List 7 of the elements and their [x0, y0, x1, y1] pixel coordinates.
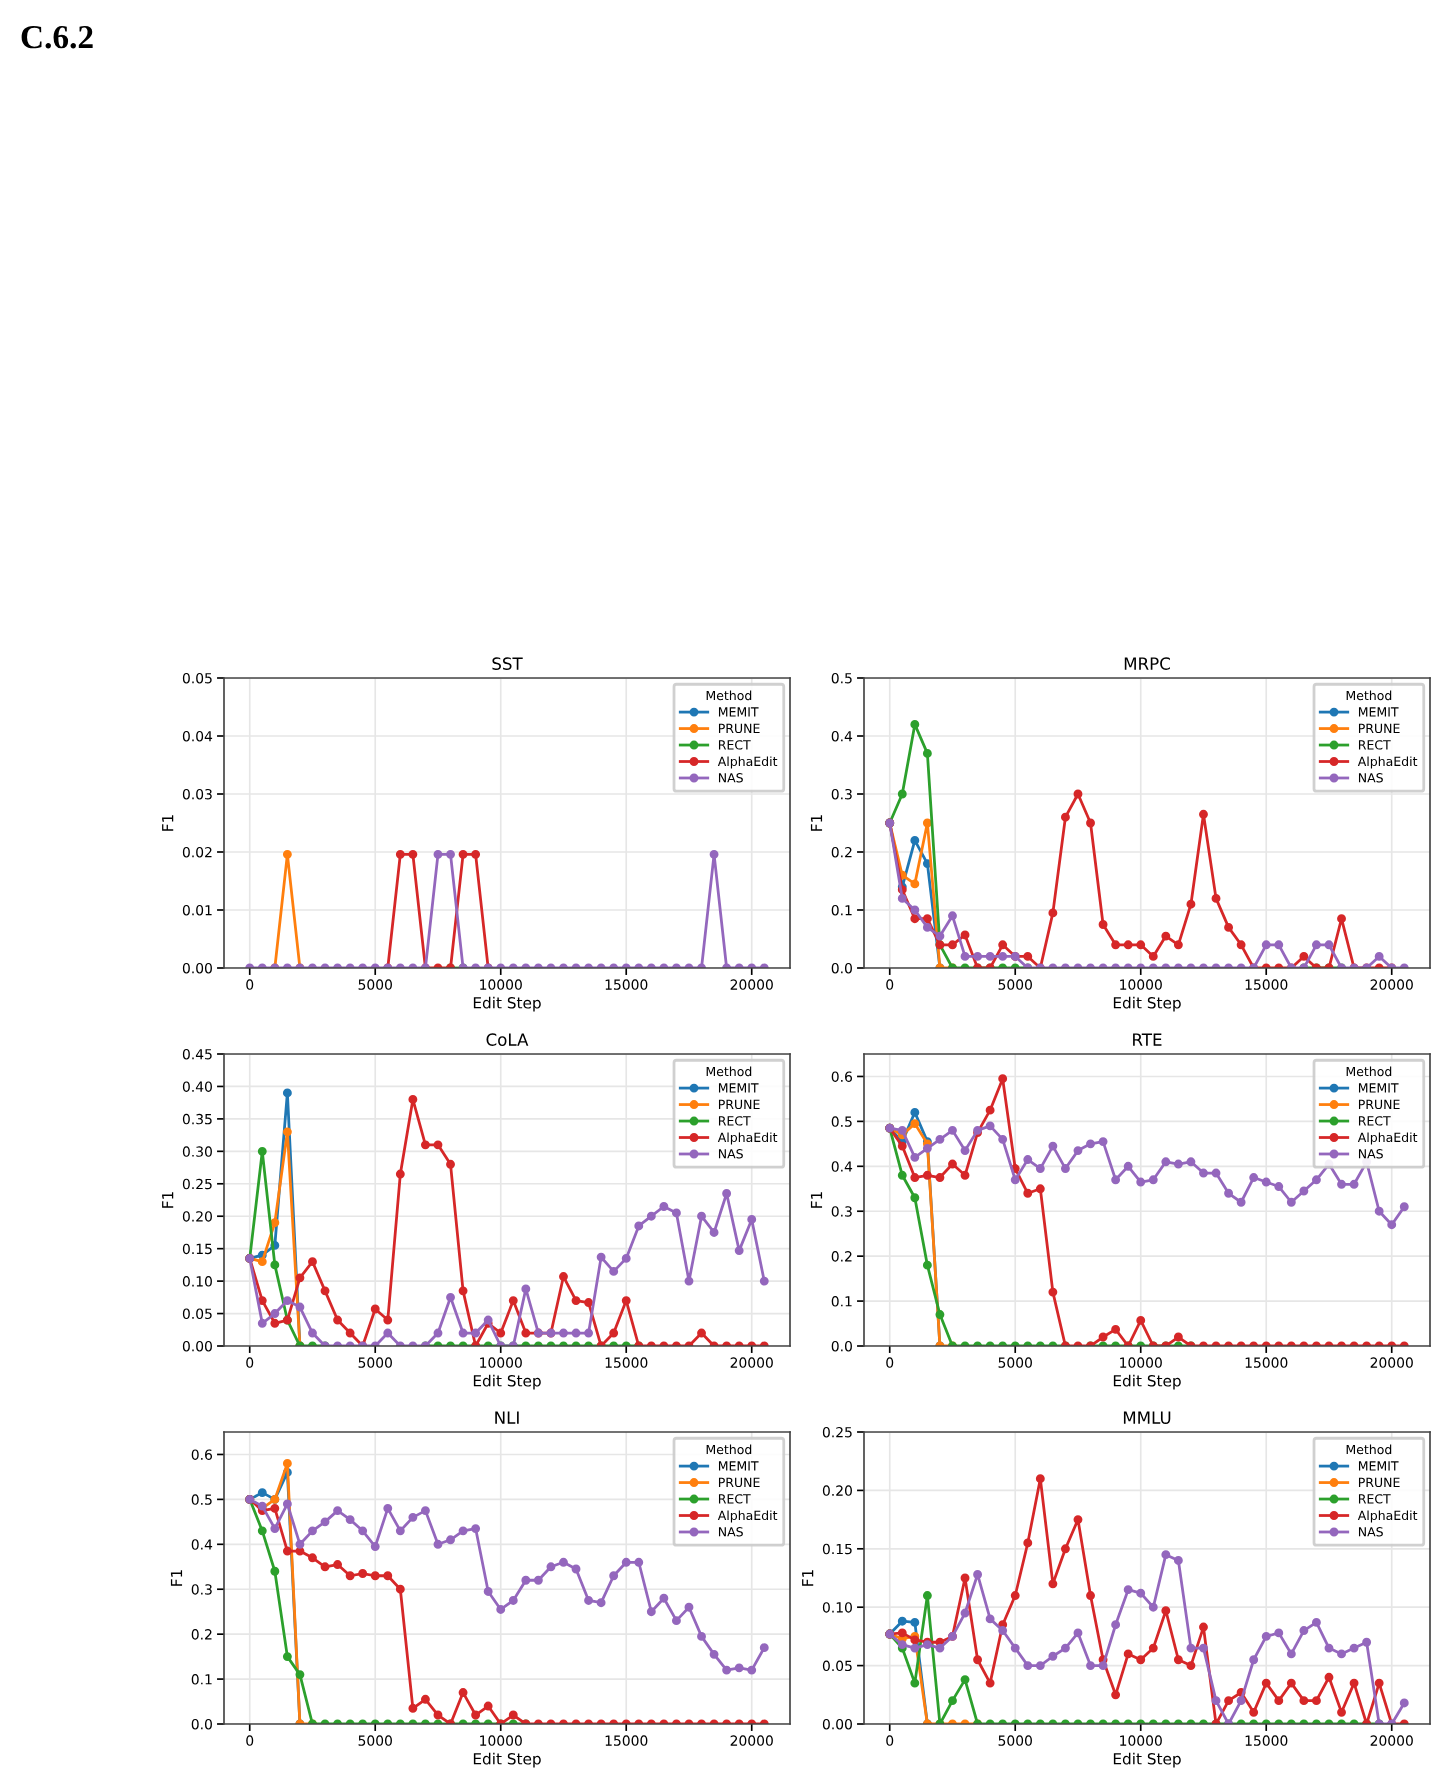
chart-title: RTE	[1133, 1033, 1162, 1046]
chart-title: MMLU	[1123, 1411, 1171, 1424]
chart-title: MRPC	[1124, 657, 1170, 670]
chart-title: CoLA	[486, 1033, 529, 1046]
chart-title: SST	[492, 657, 523, 670]
chart-title: NLI	[495, 1411, 519, 1424]
text: C.6.2	[21, 25, 93, 49]
